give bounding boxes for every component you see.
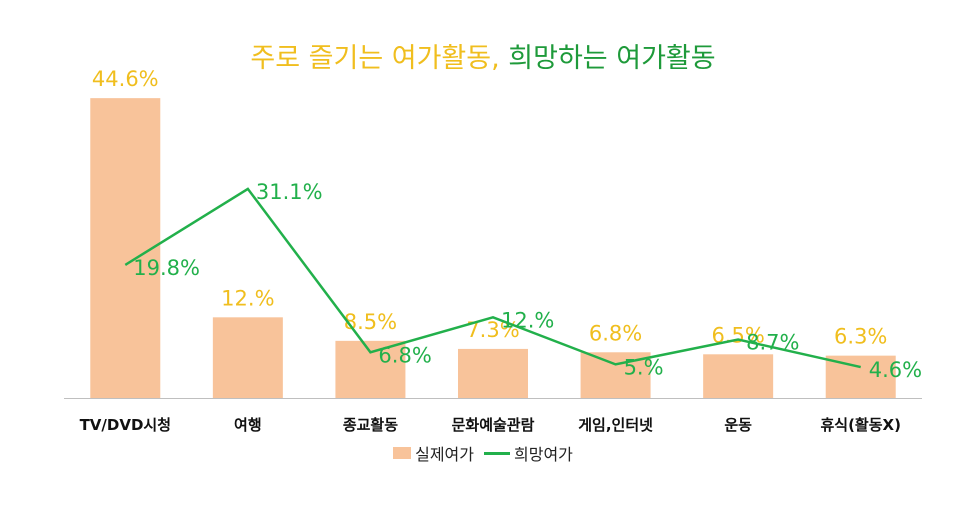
line-label-desired-5: 8.7%	[746, 331, 799, 355]
x-tick-label-6: 휴식(활동X)	[820, 416, 900, 434]
chart-title: 주로 즐기는 여가활동, 희망하는 여가활동	[0, 36, 966, 75]
legend-label-desired: 희망여가	[514, 445, 573, 464]
bar-label-actual-6: 6.3%	[834, 325, 887, 349]
legend-swatch-line	[484, 451, 510, 455]
x-tick-label-3: 문화예술관람	[452, 416, 535, 434]
x-tick-label-1: 여행	[234, 416, 262, 434]
bar-actual-3	[458, 348, 528, 398]
legend: 실제여가 희망여가	[0, 441, 966, 465]
line-label-desired-4: 5.%	[624, 355, 664, 379]
x-tick-label-2: 종교활동	[343, 416, 398, 434]
bar-actual-5	[703, 354, 774, 398]
bar-actual-0	[90, 98, 161, 398]
title-part-desired: 희망하는 여가활동	[499, 43, 716, 74]
bar-label-actual-0: 44.6%	[92, 67, 159, 91]
bar-actual-1	[212, 317, 283, 398]
line-label-desired-1: 31.1%	[256, 180, 323, 204]
title-part-actual: 주로 즐기는 여가활동,	[250, 43, 500, 74]
bar-label-actual-2: 8.5%	[344, 310, 397, 334]
line-label-desired-2: 6.8%	[378, 343, 431, 367]
legend-item-desired: 희망여가	[484, 441, 573, 465]
bar-label-actual-4: 6.8%	[589, 321, 642, 345]
line-label-desired-3: 12.%	[501, 308, 554, 332]
legend-label-actual: 실제여가	[415, 445, 474, 464]
legend-swatch-bar	[393, 447, 412, 459]
line-label-desired-6: 4.6%	[869, 358, 922, 382]
legend-item-actual: 실제여가	[393, 441, 474, 465]
line-label-desired-0: 19.8%	[133, 256, 200, 280]
x-tick-label-5: 운동	[724, 416, 752, 434]
line-desired	[124, 187, 861, 369]
x-tick-label-0: TV/DVD시청	[80, 416, 171, 434]
x-tick-label-4: 게임,인터넷	[578, 416, 653, 434]
bar-label-actual-1: 12.%	[221, 286, 274, 310]
